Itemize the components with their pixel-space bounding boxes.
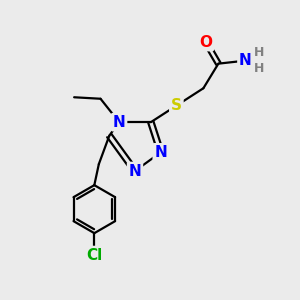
Text: N: N [154,145,167,160]
Text: O: O [199,34,212,50]
Text: H: H [254,46,264,59]
Text: S: S [171,98,182,113]
Text: N: N [113,115,125,130]
Text: H: H [254,62,264,75]
Text: Cl: Cl [86,248,102,262]
Text: N: N [129,164,141,178]
Text: N: N [239,53,252,68]
